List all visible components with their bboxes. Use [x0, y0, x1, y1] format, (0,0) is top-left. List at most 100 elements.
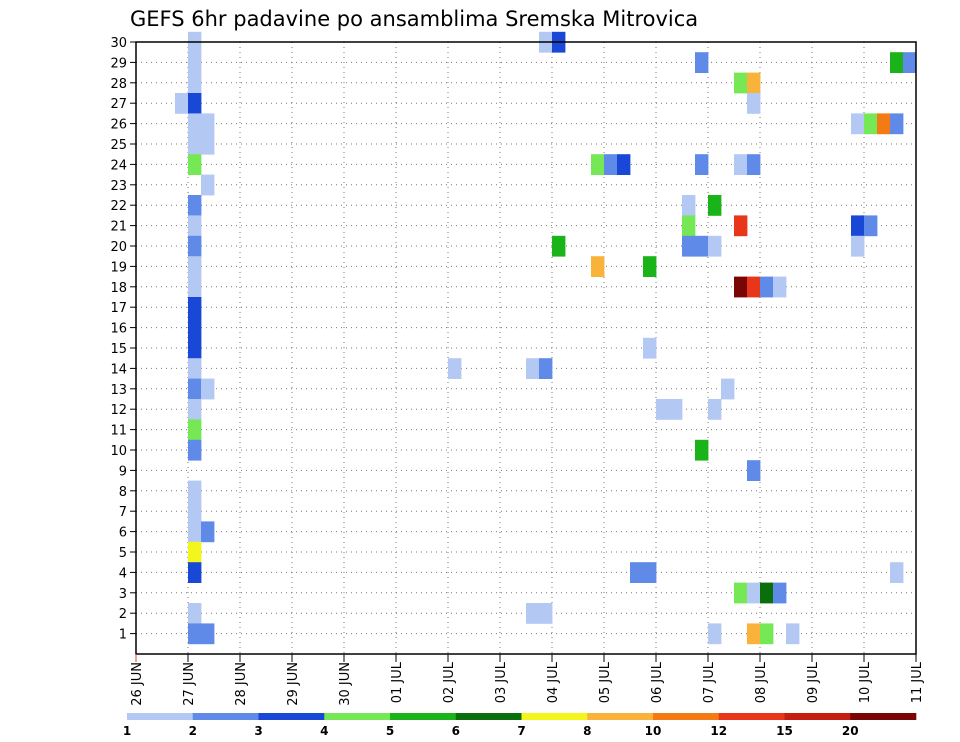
precip-cell: [890, 52, 904, 73]
precip-cell: [188, 358, 202, 379]
colorbar-swatch: [192, 713, 259, 720]
precip-cell: [188, 317, 202, 339]
colorbar-label: 8: [583, 724, 591, 738]
colorbar-label: 12: [710, 724, 727, 738]
precip-cell: [851, 113, 865, 135]
precip-cell: [188, 603, 202, 624]
colorbar-swatch: [127, 713, 194, 720]
y-tick-label: 5: [119, 546, 127, 561]
precip-cell: [747, 276, 761, 298]
y-tick-label: 3: [119, 587, 127, 602]
precip-cell: [643, 562, 657, 583]
colorbar-label: 20: [842, 724, 859, 738]
precip-cell: [890, 113, 904, 135]
precip-cell: [903, 52, 917, 73]
x-tick-label: 04 JUL: [546, 661, 561, 703]
colorbar-label: 15: [776, 724, 793, 738]
precipitation-cells: [175, 31, 917, 645]
colorbar-swatch: [653, 713, 720, 720]
precip-cell: [526, 358, 540, 379]
colorbar-swatch: [850, 713, 917, 720]
precip-cell: [188, 623, 202, 645]
y-tick-label: 11: [110, 424, 127, 439]
colorbar-label: 6: [452, 724, 460, 738]
precip-cell: [656, 399, 670, 420]
precip-cell: [695, 235, 709, 257]
x-tick-label: 09 JUL: [806, 661, 821, 703]
x-axis-ticks: 26 JUN 27 JUN 28 JUN 29 JUN 30 JUN 01 JUL 02 J…: [130, 654, 925, 706]
precip-cell: [669, 399, 683, 420]
precip-cell: [760, 276, 774, 298]
colorbar-label: 10: [645, 724, 662, 738]
y-tick-label: 7: [119, 505, 127, 520]
x-tick-label: 03 JUL: [494, 661, 509, 703]
precip-cell: [188, 235, 202, 257]
y-tick-label: 15: [110, 342, 127, 357]
precip-cell: [708, 235, 722, 257]
precip-cell: [734, 582, 748, 604]
x-tick-label: 02 JUL: [442, 661, 457, 703]
precip-cell: [188, 72, 202, 94]
precip-cell: [851, 215, 865, 237]
y-tick-label: 1: [119, 628, 127, 643]
precip-cell: [747, 582, 761, 604]
chart-title: GEFS 6hr padavine po ansamblima Sremska …: [130, 7, 698, 31]
precip-cell: [786, 623, 800, 645]
precip-cell: [708, 399, 722, 420]
precip-cell: [175, 93, 189, 114]
y-tick-label: 6: [119, 526, 127, 541]
colorbar-swatch: [784, 713, 851, 720]
precip-cell: [734, 215, 748, 237]
y-tick-label: 10: [110, 444, 127, 459]
colorbar-label: 4: [320, 724, 328, 738]
y-tick-label: 17: [110, 301, 127, 316]
precip-cell: [188, 215, 202, 237]
precip-cell: [201, 623, 215, 645]
colorbar-swatch: [258, 713, 325, 720]
precip-cell: [747, 93, 761, 114]
precip-cell: [188, 256, 202, 277]
precip-cell: [188, 419, 202, 441]
precip-cell: [539, 358, 553, 379]
precip-cell: [643, 256, 657, 277]
precip-cell: [188, 337, 202, 359]
y-tick-label: 26: [110, 118, 127, 133]
colorbar: 1 2 3 4 5 6 7 8 10 12 15 20: [123, 713, 917, 738]
x-tick-label: 07 JUL: [702, 661, 717, 703]
precip-cell: [539, 603, 553, 624]
precip-cell: [188, 521, 202, 543]
precip-cell: [864, 113, 878, 135]
precip-cell: [448, 358, 462, 379]
colorbar-swatch: [587, 713, 654, 720]
precip-cell: [773, 276, 787, 298]
precip-cell: [188, 133, 202, 155]
colorbar-label: 1: [123, 724, 131, 738]
precip-cell: [864, 215, 878, 237]
precip-cell: [734, 276, 748, 298]
colorbar-swatch: [390, 713, 457, 720]
y-tick-label: 14: [110, 362, 127, 377]
y-tick-label: 23: [110, 179, 127, 194]
y-tick-label: 12: [110, 403, 127, 418]
precip-cell: [552, 235, 566, 257]
precip-cell: [188, 154, 202, 175]
precip-cell: [890, 562, 904, 583]
y-tick-label: 19: [110, 260, 127, 275]
x-tick-label: 26 JUN: [130, 662, 145, 706]
x-tick-label: 30 JUN: [338, 662, 353, 706]
precip-cell: [682, 235, 696, 257]
x-tick-label: 01 JUL: [390, 661, 405, 703]
y-tick-label: 25: [110, 138, 127, 153]
precip-cell: [201, 521, 215, 543]
precip-cell: [188, 541, 202, 563]
precip-cell: [682, 215, 696, 237]
x-tick-label: 29 JUN: [286, 662, 301, 706]
y-tick-label: 22: [110, 199, 127, 214]
y-tick-label: 21: [110, 220, 127, 235]
precip-cell: [760, 623, 774, 645]
x-tick-label: 27 JUN: [182, 662, 197, 706]
precip-cell: [643, 337, 657, 359]
precip-cell: [747, 72, 761, 94]
